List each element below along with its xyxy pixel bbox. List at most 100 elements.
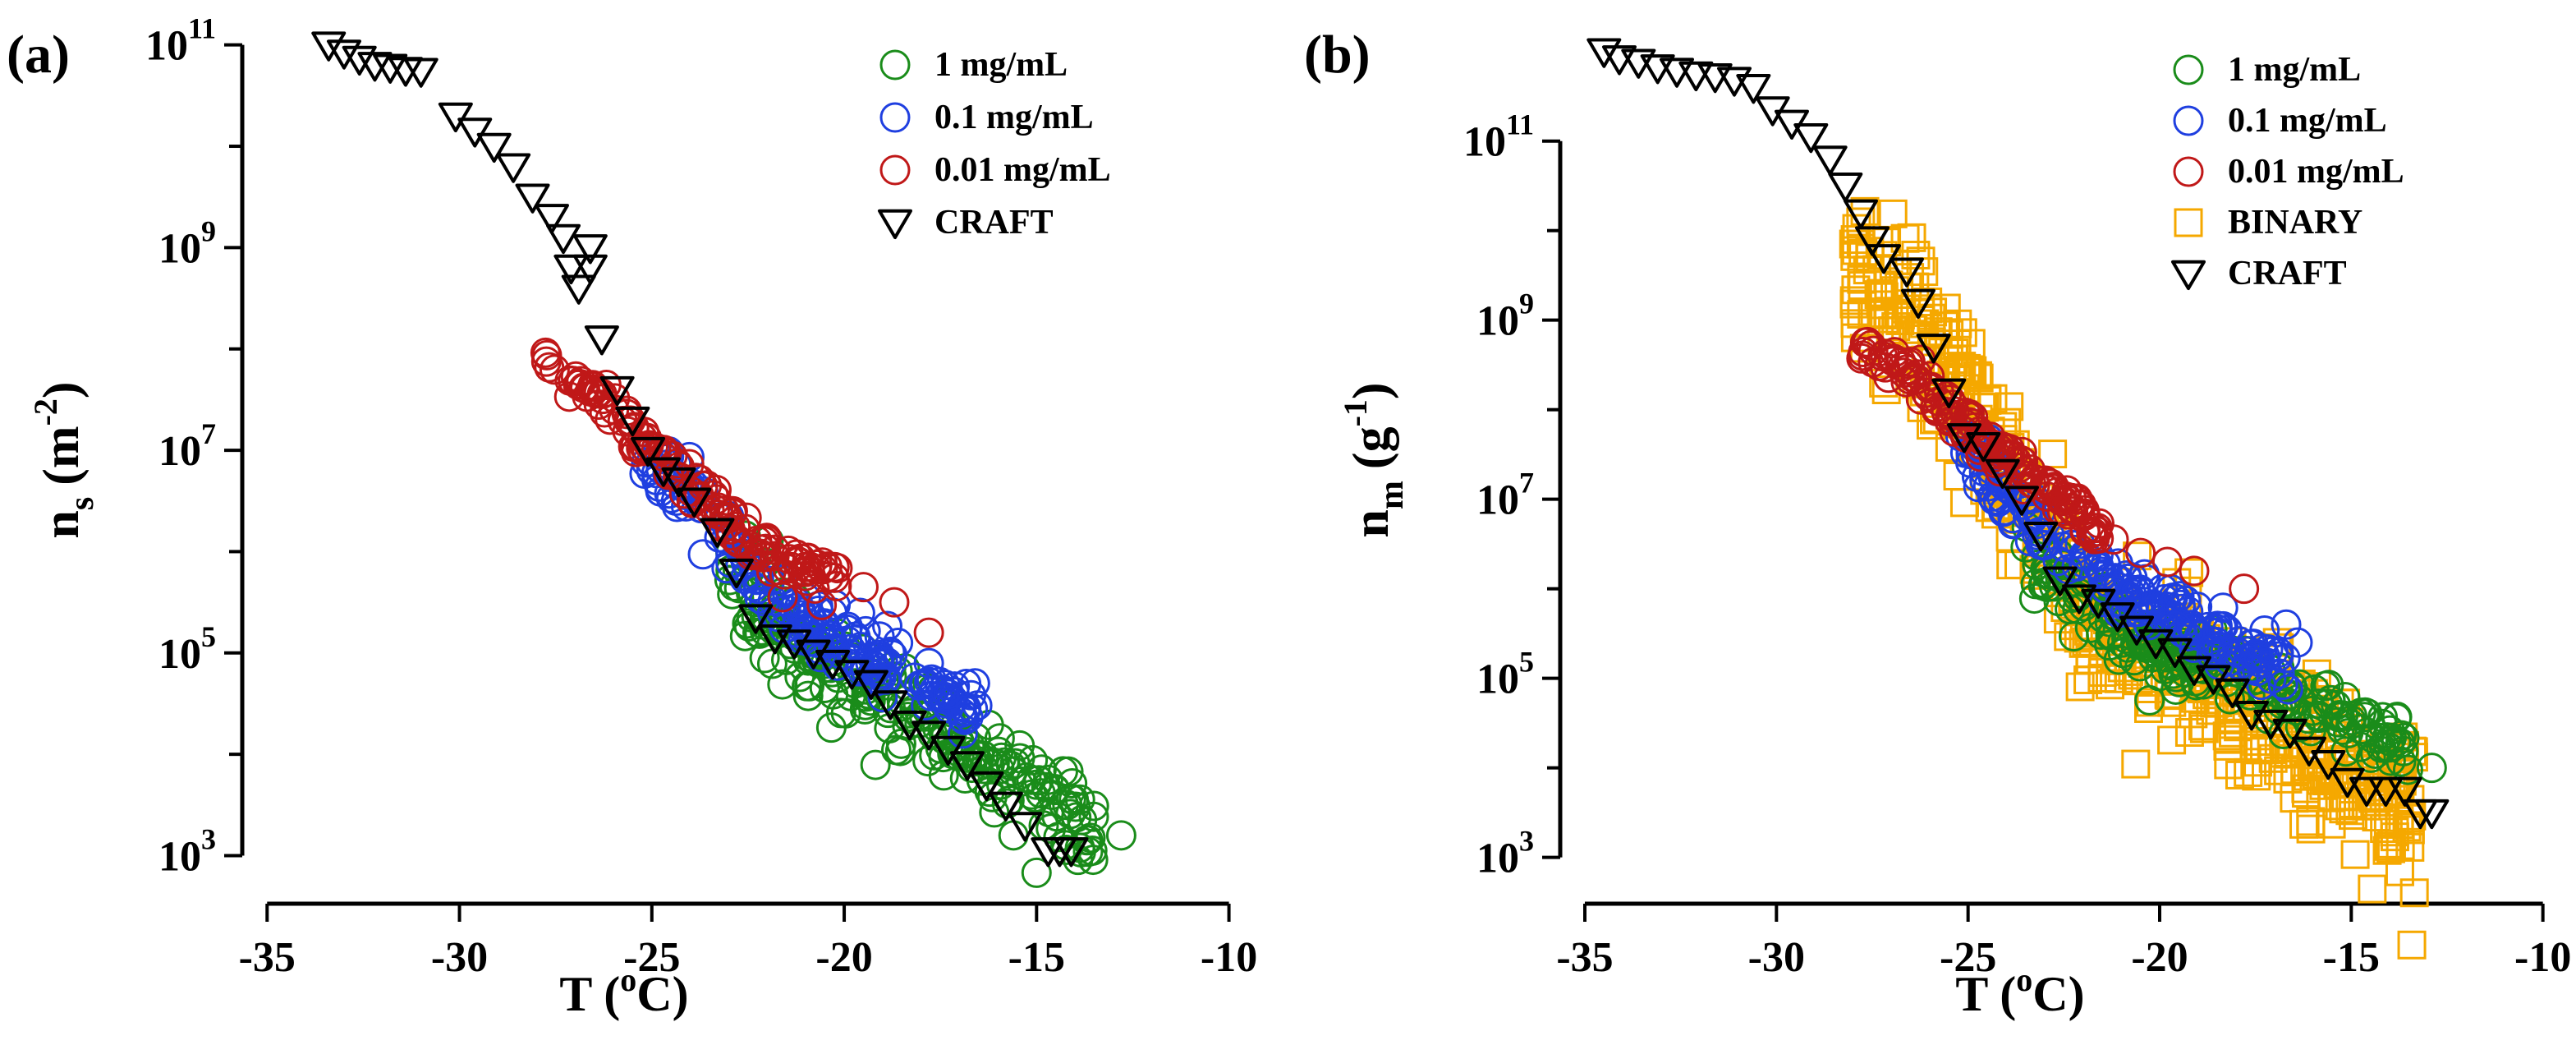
panel-b-label: (b) bbox=[1304, 25, 1371, 85]
data-point bbox=[773, 535, 804, 566]
data-point bbox=[1054, 837, 1089, 868]
panel-a-x-tick-label: -20 bbox=[815, 934, 872, 981]
legend-label: 0.1 mg/mL bbox=[2228, 102, 2387, 140]
data-point bbox=[457, 117, 493, 148]
data-point bbox=[2234, 757, 2263, 787]
data-point bbox=[515, 183, 550, 214]
panel-b-y-axis-label: nm(g-1) bbox=[1337, 382, 1411, 537]
data-point bbox=[2317, 782, 2347, 812]
data-point bbox=[1887, 351, 1918, 382]
data-point bbox=[2157, 638, 2193, 669]
data-point bbox=[2333, 717, 2364, 748]
data-point bbox=[1913, 288, 1943, 317]
data-point bbox=[1849, 327, 1880, 358]
panel-a-y-tick-label: 1011 bbox=[145, 12, 216, 70]
data-point bbox=[1985, 458, 2020, 490]
data-point bbox=[1966, 432, 2001, 463]
data-point bbox=[2372, 836, 2402, 865]
data-point bbox=[534, 352, 565, 383]
data-point bbox=[2414, 799, 2450, 830]
data-point bbox=[2215, 678, 2250, 709]
data-point bbox=[2125, 626, 2156, 657]
data-point bbox=[735, 540, 766, 571]
legend-label: 0.01 mg/mL bbox=[2228, 153, 2404, 191]
data-point bbox=[661, 467, 696, 498]
data-point bbox=[561, 274, 596, 305]
data-point bbox=[2004, 486, 2039, 516]
panel-b-y-tick-label: 107 bbox=[1476, 467, 1534, 524]
data-point bbox=[698, 480, 729, 511]
data-point bbox=[2065, 672, 2095, 702]
data-point bbox=[2395, 832, 2425, 862]
data-point bbox=[1036, 779, 1068, 810]
data-point bbox=[2340, 840, 2370, 869]
legend-marker bbox=[2173, 156, 2204, 187]
panel-a-y-tick-label: 109 bbox=[158, 214, 216, 272]
data-point bbox=[530, 346, 562, 377]
data-point bbox=[959, 668, 990, 699]
data-point bbox=[645, 457, 681, 487]
data-point bbox=[2193, 611, 2224, 642]
data-point bbox=[1869, 282, 1899, 311]
data-point bbox=[834, 660, 870, 690]
data-point bbox=[2023, 522, 2059, 552]
data-point bbox=[2367, 702, 2399, 733]
data-point bbox=[572, 254, 608, 285]
data-point bbox=[1586, 38, 1622, 68]
panel-a-y-tick-label: 107 bbox=[158, 417, 216, 475]
data-point bbox=[2375, 745, 2406, 776]
data-point bbox=[1855, 237, 1885, 266]
panel-a-legend: 1 mg/mL 0.1 mg/mL 0.01 mg/mL CRAFT bbox=[878, 46, 1111, 242]
data-point bbox=[884, 735, 916, 766]
data-point bbox=[2065, 500, 2096, 532]
panel-b-series-craft bbox=[1586, 38, 2450, 830]
data-point bbox=[860, 749, 891, 780]
data-point bbox=[809, 608, 840, 639]
data-point bbox=[2179, 555, 2210, 587]
data-point bbox=[2315, 684, 2346, 716]
data-point bbox=[584, 325, 619, 356]
data-point bbox=[2032, 467, 2064, 499]
data-point bbox=[2272, 718, 2307, 749]
data-point bbox=[2179, 633, 2210, 664]
data-point bbox=[2061, 550, 2092, 582]
data-point bbox=[1855, 226, 1890, 256]
data-point bbox=[2043, 605, 2073, 634]
data-point bbox=[806, 589, 838, 620]
data-point bbox=[813, 561, 844, 592]
data-point bbox=[2073, 665, 2103, 694]
data-point bbox=[326, 39, 361, 70]
data-point bbox=[2374, 725, 2405, 757]
data-point bbox=[2042, 566, 2078, 596]
data-point bbox=[1931, 378, 1967, 408]
data-point bbox=[2229, 573, 2260, 605]
data-point bbox=[1863, 350, 1894, 381]
data-point bbox=[2243, 643, 2275, 674]
data-point bbox=[755, 556, 787, 587]
data-point bbox=[2387, 776, 2422, 807]
panel-a-label: (a) bbox=[7, 25, 70, 85]
data-point bbox=[1890, 257, 1924, 288]
data-point bbox=[1978, 485, 2009, 516]
data-point bbox=[729, 620, 760, 651]
data-point bbox=[2062, 483, 2093, 514]
panel-b-x-tick-label: -30 bbox=[1748, 934, 1805, 981]
data-point bbox=[530, 337, 561, 368]
data-point bbox=[719, 558, 754, 589]
data-point bbox=[2352, 697, 2383, 729]
data-point bbox=[599, 375, 635, 407]
legend-marker bbox=[879, 154, 911, 186]
data-point bbox=[2376, 834, 2405, 863]
data-point bbox=[1878, 199, 1908, 228]
data-point bbox=[2202, 617, 2234, 648]
panel-a-x-tick-label: -15 bbox=[1008, 934, 1065, 981]
data-point bbox=[2313, 670, 2344, 701]
data-point bbox=[1828, 172, 1863, 203]
data-point bbox=[1844, 199, 1878, 229]
data-point bbox=[2321, 689, 2352, 720]
data-point bbox=[2078, 517, 2109, 548]
data-point bbox=[847, 572, 879, 603]
data-point bbox=[879, 587, 910, 618]
data-point bbox=[2157, 725, 2187, 755]
